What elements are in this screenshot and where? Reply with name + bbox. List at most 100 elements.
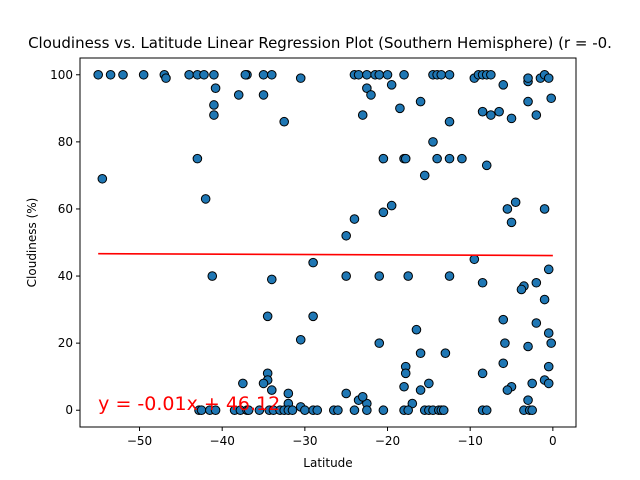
- data-point: [283, 388, 294, 399]
- data-point: [266, 69, 277, 80]
- data-point: [233, 90, 244, 100]
- data-point: [438, 405, 449, 416]
- data-point: [295, 73, 306, 83]
- data-point: [312, 405, 323, 416]
- data-points: [93, 69, 557, 416]
- data-point: [523, 395, 533, 405]
- data-point: [210, 83, 221, 93]
- data-point: [386, 200, 397, 211]
- data-point: [539, 294, 550, 305]
- data-point: [374, 271, 385, 281]
- data-point: [444, 69, 455, 80]
- y-axis-ticks: 0 20 40 60 80 100: [50, 68, 80, 417]
- data-point: [403, 271, 413, 281]
- data-point: [498, 358, 509, 369]
- data-point: [374, 338, 385, 348]
- data-point: [444, 153, 455, 164]
- data-point: [477, 368, 488, 379]
- data-point: [184, 69, 194, 80]
- data-point: [266, 385, 277, 395]
- data-point: [543, 361, 554, 372]
- data-point: [300, 405, 310, 416]
- data-point: [199, 69, 209, 80]
- data-point: [432, 153, 442, 164]
- data-point: [399, 381, 409, 392]
- data-point: [500, 338, 510, 348]
- data-point: [481, 160, 492, 171]
- data-point: [502, 204, 513, 214]
- data-point: [424, 378, 434, 389]
- data-point: [357, 392, 368, 402]
- data-point: [527, 405, 537, 416]
- data-point: [400, 153, 411, 164]
- x-tick-label: −40: [210, 434, 235, 448]
- data-point: [506, 217, 517, 228]
- data-point: [210, 405, 221, 416]
- data-point: [436, 69, 447, 80]
- data-point: [428, 137, 438, 147]
- data-point: [506, 113, 517, 124]
- x-axis-label: Latitude: [303, 456, 352, 470]
- data-point: [341, 230, 351, 241]
- data-point: [97, 173, 108, 184]
- data-point: [486, 69, 496, 80]
- data-point: [498, 80, 509, 90]
- data-point: [192, 153, 203, 164]
- plot-frame: [79, 57, 577, 428]
- data-point: [481, 405, 492, 416]
- x-tick-label: −20: [375, 434, 400, 448]
- data-point: [510, 197, 521, 208]
- data-point: [366, 90, 376, 100]
- y-tick-label: 80: [58, 135, 73, 149]
- data-point: [279, 116, 289, 127]
- data-point: [254, 405, 265, 416]
- regression-line: [98, 252, 553, 257]
- data-point: [386, 80, 397, 90]
- data-point: [444, 116, 455, 127]
- data-point: [546, 338, 557, 348]
- regression-equation: y = -0.01x + 46.12: [98, 393, 280, 415]
- data-point: [308, 257, 318, 268]
- data-point: [403, 405, 413, 416]
- data-point: [258, 90, 269, 100]
- data-point: [349, 405, 360, 416]
- y-tick-label: 100: [50, 68, 73, 82]
- data-point: [378, 153, 389, 164]
- data-point: [266, 274, 277, 285]
- data-point: [333, 405, 343, 416]
- data-point: [295, 334, 306, 345]
- data-point: [494, 106, 504, 117]
- data-point: [516, 284, 527, 295]
- data-point: [527, 378, 537, 389]
- data-point: [362, 405, 372, 416]
- data-point: [539, 204, 550, 214]
- data-point: [341, 388, 351, 399]
- x-tick-label: −30: [292, 434, 317, 448]
- data-point: [498, 314, 509, 325]
- data-point: [543, 378, 554, 389]
- data-point: [382, 69, 393, 80]
- plot-area: [80, 58, 576, 427]
- data-point: [341, 271, 351, 281]
- data-point: [457, 153, 467, 164]
- data-point: [240, 69, 251, 80]
- data-point: [531, 277, 542, 288]
- data-point: [378, 405, 389, 416]
- data-point: [243, 405, 254, 416]
- data-point: [400, 368, 411, 379]
- data-point: [523, 341, 533, 352]
- data-point: [444, 271, 455, 281]
- data-point: [523, 73, 533, 83]
- data-point: [207, 271, 218, 281]
- data-point: [523, 96, 533, 107]
- data-point: [415, 385, 426, 395]
- data-point: [415, 96, 426, 107]
- data-point: [531, 110, 542, 120]
- data-point: [209, 110, 219, 120]
- x-axis-ticks: −50 −40 −30 −20 −10 0: [127, 427, 557, 448]
- x-tick-label: 0: [549, 434, 557, 448]
- data-point: [238, 378, 248, 389]
- data-point: [411, 324, 422, 335]
- data-point: [477, 277, 488, 288]
- data-point: [105, 69, 116, 80]
